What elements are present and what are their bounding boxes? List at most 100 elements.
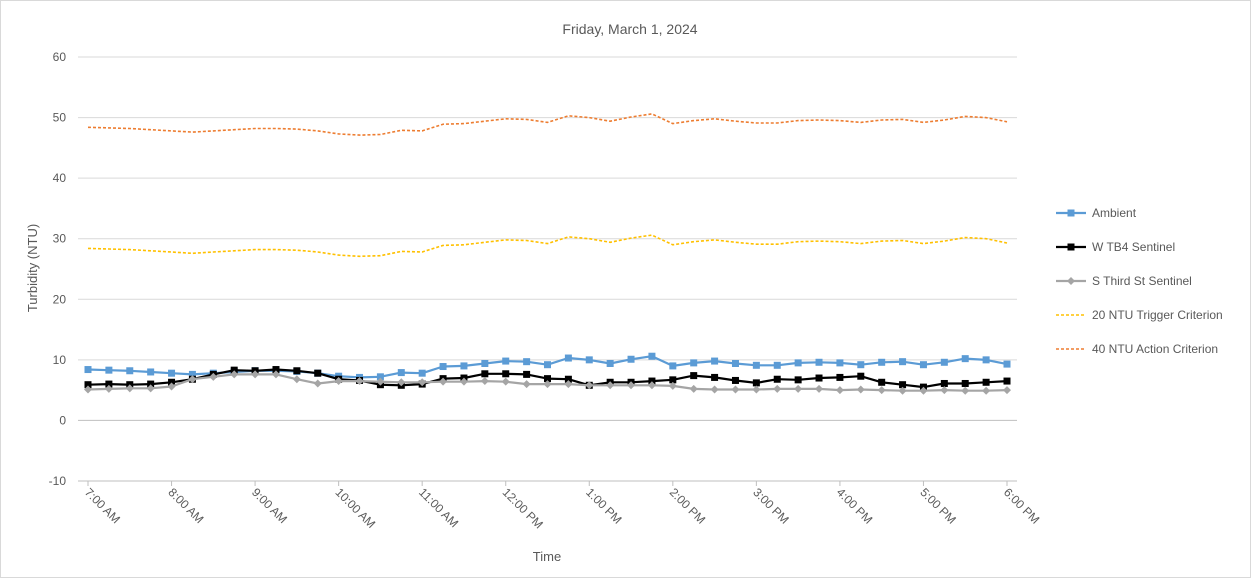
data-point <box>480 377 489 386</box>
legend-label: W TB4 Sentinel <box>1092 240 1175 254</box>
data-point <box>146 384 155 393</box>
data-point <box>773 384 782 393</box>
data-point <box>731 376 739 384</box>
y-tick-label: 60 <box>53 50 67 64</box>
data-point <box>856 385 865 394</box>
data-point <box>585 356 593 364</box>
data-point <box>982 386 991 395</box>
legend: Ambient W TB4 Sentinel S Third St Sentinel… <box>1056 206 1223 356</box>
data-point <box>836 373 844 381</box>
data-point <box>418 369 426 377</box>
data-point <box>439 363 447 371</box>
data-point <box>564 354 572 362</box>
data-point <box>982 378 990 386</box>
data-point <box>481 359 489 367</box>
data-point <box>836 359 844 367</box>
legend-item: 20 NTU Trigger Criterion <box>1056 308 1223 322</box>
data-point <box>459 377 468 386</box>
y-tick-label: 50 <box>53 111 67 125</box>
data-point <box>167 382 176 391</box>
data-point <box>711 357 719 365</box>
data-point <box>272 366 280 374</box>
data-point <box>168 369 176 377</box>
y-tick-label: 30 <box>53 232 67 246</box>
data-point <box>502 370 510 378</box>
data-point <box>502 357 510 365</box>
data-point <box>648 377 656 385</box>
data-point <box>147 368 155 376</box>
data-point <box>815 358 823 366</box>
data-point <box>752 385 761 394</box>
data-point <box>522 380 531 389</box>
data-point <box>104 384 113 393</box>
data-point <box>334 377 343 386</box>
data-point <box>209 372 218 381</box>
series-group <box>84 113 1011 395</box>
data-point <box>544 361 551 369</box>
data-point <box>752 361 760 369</box>
data-point <box>84 385 92 394</box>
data-point <box>168 378 176 386</box>
data-point <box>105 366 113 374</box>
data-point <box>1003 386 1011 395</box>
data-point <box>564 380 573 389</box>
data-point <box>564 375 572 383</box>
series-line <box>87 113 1008 136</box>
data-point <box>773 375 781 383</box>
data-point <box>752 379 760 387</box>
series-4 <box>87 113 1008 136</box>
data-point <box>523 370 531 378</box>
data-point <box>710 385 719 394</box>
data-point <box>899 381 907 389</box>
data-point <box>1003 360 1011 368</box>
chart-title: Friday, March 1, 2024 <box>562 21 697 37</box>
data-point <box>794 384 803 393</box>
data-point <box>815 374 823 382</box>
data-point <box>794 376 802 384</box>
y-tick-label: 0 <box>59 413 66 427</box>
data-point <box>439 377 448 386</box>
data-point <box>794 359 802 367</box>
data-point <box>647 381 656 390</box>
data-point <box>961 386 970 395</box>
data-point <box>271 370 280 379</box>
data-point <box>418 378 427 387</box>
data-point <box>731 359 739 367</box>
legend-item: 40 NTU Action Criterion <box>1056 342 1218 356</box>
data-point <box>397 369 405 377</box>
data-point <box>815 384 824 393</box>
data-point <box>606 359 614 367</box>
gridlines <box>78 56 1017 482</box>
y-axis-title: Turbidity (NTU) <box>25 224 40 312</box>
legend-marker <box>1067 243 1075 251</box>
data-point <box>314 369 322 377</box>
data-point <box>501 377 510 386</box>
data-point <box>627 381 636 390</box>
data-point <box>961 379 969 387</box>
data-point <box>877 386 886 395</box>
data-point <box>919 386 928 395</box>
data-point <box>690 359 698 367</box>
data-point <box>147 380 155 388</box>
data-point <box>376 377 385 386</box>
data-point <box>585 381 594 390</box>
data-point <box>711 373 719 381</box>
data-point <box>397 378 406 387</box>
y-tick-label: 40 <box>53 171 67 185</box>
data-point <box>982 356 990 364</box>
legend-label: 40 NTU Action Criterion <box>1092 342 1218 356</box>
series-2 <box>84 370 1011 395</box>
data-point <box>105 380 113 388</box>
data-point <box>606 381 615 390</box>
data-point <box>188 375 197 384</box>
data-point <box>313 379 322 388</box>
data-point <box>668 381 677 390</box>
data-point <box>230 370 239 379</box>
data-point <box>689 384 698 393</box>
data-point <box>293 367 301 375</box>
data-point <box>230 366 238 374</box>
data-point <box>731 385 740 394</box>
legend-item: W TB4 Sentinel <box>1056 240 1175 254</box>
series-3 <box>87 234 1008 258</box>
